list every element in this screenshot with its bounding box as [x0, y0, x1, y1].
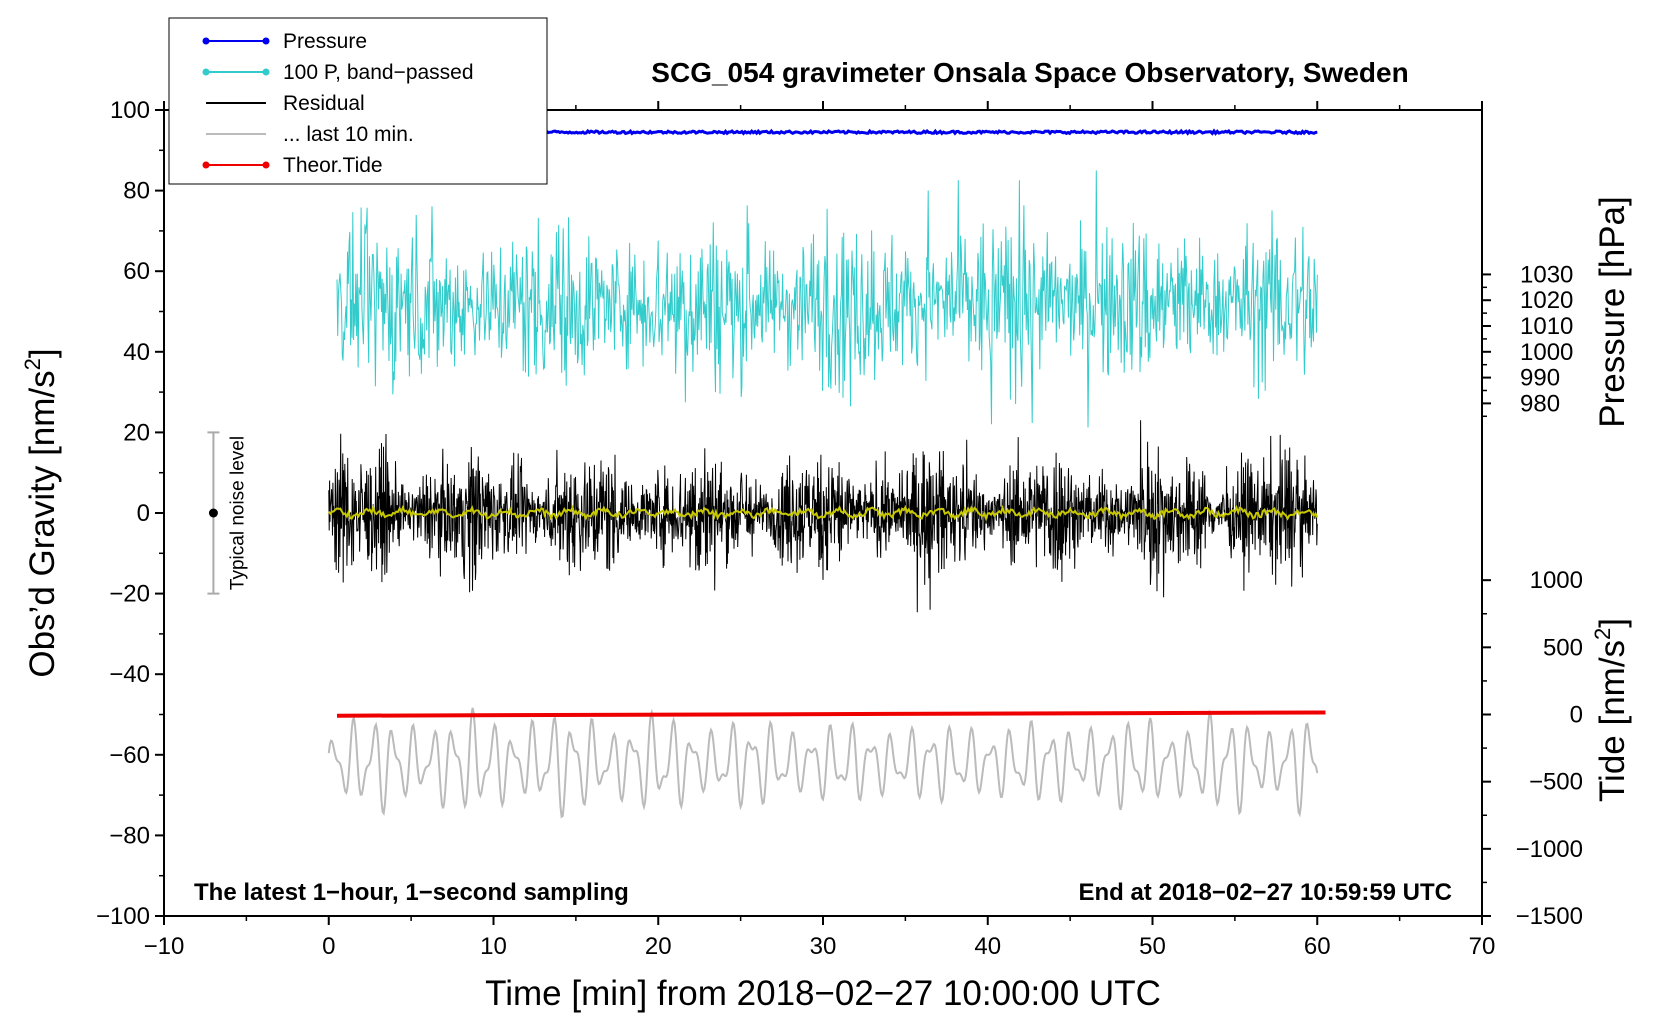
- annotation-sampling: The latest 1−hour, 1−second sampling: [194, 879, 629, 906]
- x-tick-label: 20: [645, 933, 672, 960]
- legend-marker: [202, 161, 210, 169]
- y-axis-title-pressure: Pressure [hPa]: [1593, 196, 1632, 428]
- legend-marker: [262, 161, 270, 169]
- axis-ticks: −10 0 10 20 30 40 50 60 70−100−80−60−40−20020406…: [96, 97, 1583, 960]
- legend-label: Theor.Tide: [283, 154, 383, 177]
- y-tick-label: 80: [123, 178, 150, 205]
- legend-label: Pressure: [283, 30, 367, 53]
- series-theor-tide: [336, 710, 1326, 718]
- noise-bar-label: Typical noise level: [227, 436, 248, 590]
- legend-marker: [262, 37, 270, 45]
- legend: Pressure 100 P, band−passed Residual ... la…: [168, 17, 548, 185]
- pressure-tick-label: 1010: [1520, 313, 1573, 340]
- x-tick-label: 50: [1139, 933, 1166, 960]
- y-tick-label: 20: [123, 419, 150, 446]
- y-axis-title-gravity: Obs’d Gravity [nm/s2]: [20, 348, 62, 677]
- tide-tick-label: 0: [1570, 702, 1583, 729]
- pressure-tick-label: 980: [1520, 390, 1560, 417]
- x-tick-label: −10: [144, 933, 185, 960]
- annotation-end-time: End at 2018−02−27 10:59:59 UTC: [1078, 879, 1452, 906]
- y-tick-label: −20: [109, 581, 150, 608]
- pressure-tick-label: 990: [1520, 365, 1560, 392]
- y-axis-title-gravity-sup: 2: [20, 358, 45, 370]
- tide-tick-label: −1500: [1516, 903, 1583, 930]
- y-tick-label: −100: [96, 903, 150, 930]
- legend-marker: [202, 37, 210, 45]
- x-tick-label: 10: [480, 933, 507, 960]
- y-axis-title-gravity-main: Obs’d Gravity [nm/s: [23, 370, 62, 677]
- y-axis-title-tide: Tide [nm/s2]: [1590, 618, 1632, 802]
- series-band-passed-pressure: [336, 170, 1318, 428]
- x-tick-label: 30: [810, 933, 837, 960]
- noise-bar: Typical noise level: [207, 431, 248, 595]
- x-axis-title: Time [min] from 2018−02−27 10:00:00 UTC: [485, 974, 1161, 1013]
- x-tick-label: 60: [1304, 933, 1331, 960]
- y-tick-label: −40: [109, 661, 150, 688]
- y-tick-label: −80: [109, 822, 150, 849]
- y-axis-title-tide-end: ]: [1593, 618, 1632, 628]
- legend-marker: [202, 68, 210, 76]
- legend-label: ... last 10 min.: [283, 123, 414, 146]
- pressure-tick-label: 1020: [1520, 287, 1573, 314]
- legend-items: Pressure 100 P, band−passed Residual ... la…: [202, 30, 474, 177]
- noise-bar-dot: [208, 508, 218, 518]
- y-axis-title-tide-sup: 2: [1590, 628, 1615, 640]
- y-tick-label: 100: [110, 97, 150, 124]
- tide-tick-label: 500: [1543, 634, 1583, 661]
- y-tick-label: 0: [137, 500, 150, 527]
- pressure-tick-label: 1000: [1520, 339, 1573, 366]
- x-tick-label: 40: [974, 933, 1001, 960]
- series-residual: [328, 420, 1318, 613]
- legend-label: Residual: [283, 92, 365, 115]
- y-tick-label: 60: [123, 258, 150, 285]
- legend-label: 100 P, band−passed: [283, 61, 474, 84]
- y-tick-label: 40: [123, 339, 150, 366]
- series-last-10-min: [327, 707, 1319, 819]
- chart-title: SCG_054 gravimeter Onsala Space Observat…: [651, 57, 1408, 88]
- x-tick-label: 70: [1469, 933, 1496, 960]
- series-residual-smoothed: [328, 504, 1319, 522]
- legend-marker: [262, 68, 270, 76]
- y-axis-title-tide-main: Tide [nm/s: [1593, 640, 1632, 802]
- y-tick-label: −60: [109, 742, 150, 769]
- pressure-tick-label: 1030: [1520, 261, 1573, 288]
- tide-tick-label: −500: [1529, 769, 1583, 796]
- tide-tick-label: 1000: [1530, 567, 1583, 594]
- legend-box: [168, 17, 548, 185]
- series-layer: [327, 128, 1326, 819]
- x-tick-label: 0: [322, 933, 335, 960]
- y-axis-title-gravity-end: ]: [23, 348, 62, 358]
- tide-tick-label: −1000: [1516, 836, 1583, 863]
